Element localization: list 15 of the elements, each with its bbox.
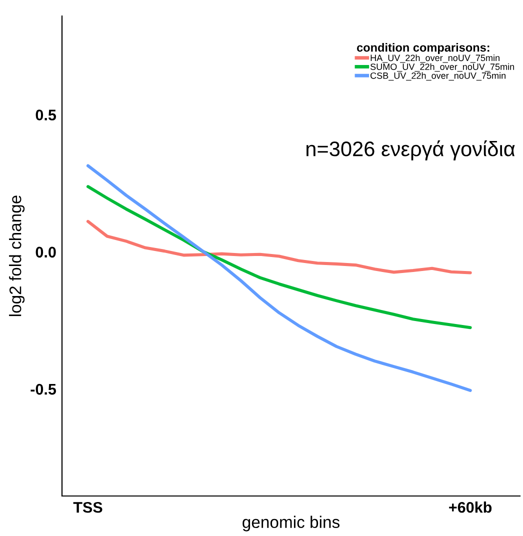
line-series <box>86 220 472 274</box>
y-tick-label: -0.5 <box>30 384 56 395</box>
line-series <box>86 185 472 330</box>
y-tick-label: 0.0 <box>36 246 56 258</box>
y-axis-title: log2 fold change <box>9 196 25 316</box>
legend-label: HA_UV_22h_over_noUV_75min <box>370 54 500 63</box>
line-series <box>86 164 472 392</box>
legend-label: SUMO_UV_22h_over_noUV_75min <box>370 63 514 72</box>
legend-title: condition comparisons: <box>356 43 490 54</box>
y-tick-label: 0.5 <box>36 110 56 120</box>
annotation: n=3026 ενεργά γονίδια <box>306 140 515 160</box>
x-tick-label: +60kb <box>449 502 492 513</box>
x-tick-label: TSS <box>73 502 102 513</box>
legend-label: CSB_UV_22h_over_noUV_75min <box>370 72 506 81</box>
x-axis-title: genomic bins <box>242 516 340 532</box>
